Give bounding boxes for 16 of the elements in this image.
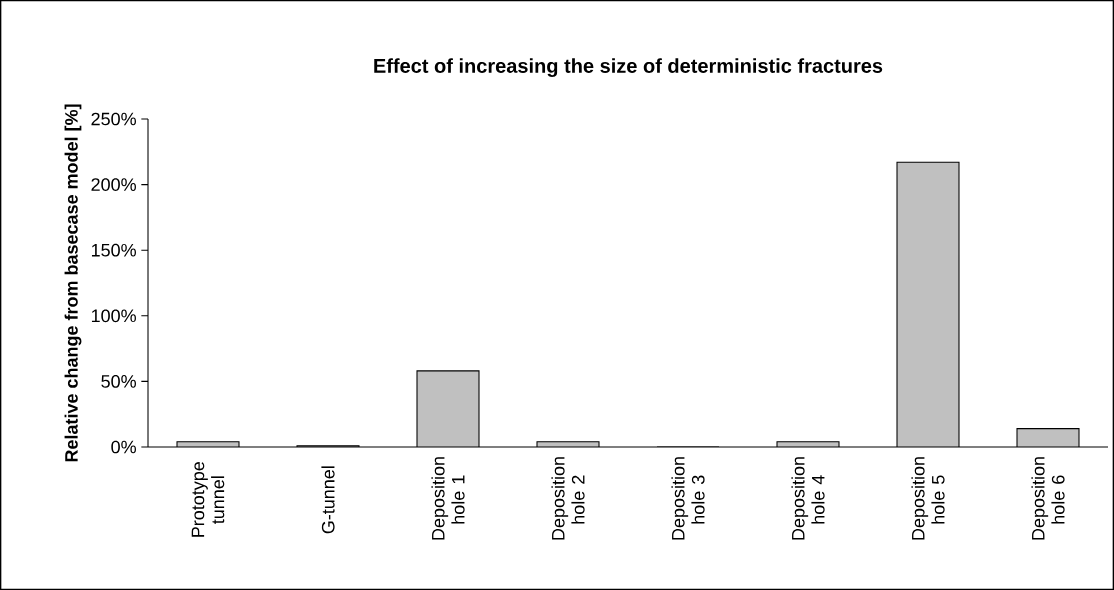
x-tick-label: Prototype tunnel xyxy=(191,461,225,537)
y-tick-label: 50% xyxy=(101,375,136,388)
x-tick-label: Deposition hole 2 xyxy=(551,457,585,540)
y-tick-label: 200% xyxy=(91,178,136,191)
chart-title: Effect of increasing the size of deterministic fractures xyxy=(374,58,883,77)
y-tick-label: 150% xyxy=(91,243,136,257)
x-tick-label: Deposition hole 3 xyxy=(671,457,705,540)
x-tick-label: Deposition hole 5 xyxy=(911,457,945,540)
y-tick-label: 100% xyxy=(91,309,136,323)
y-tick-label: 250% xyxy=(91,112,136,126)
x-tick-label: Deposition hole 1 xyxy=(431,457,465,540)
x-tick-label: G-tunnel xyxy=(321,466,335,534)
x-tick-label: Deposition hole 6 xyxy=(1031,457,1065,540)
y-axis-title: Relative change from basecase model [%] xyxy=(64,104,82,462)
y-tick-label: 0% xyxy=(111,440,136,454)
x-tick-label: Deposition hole 4 xyxy=(791,457,825,540)
